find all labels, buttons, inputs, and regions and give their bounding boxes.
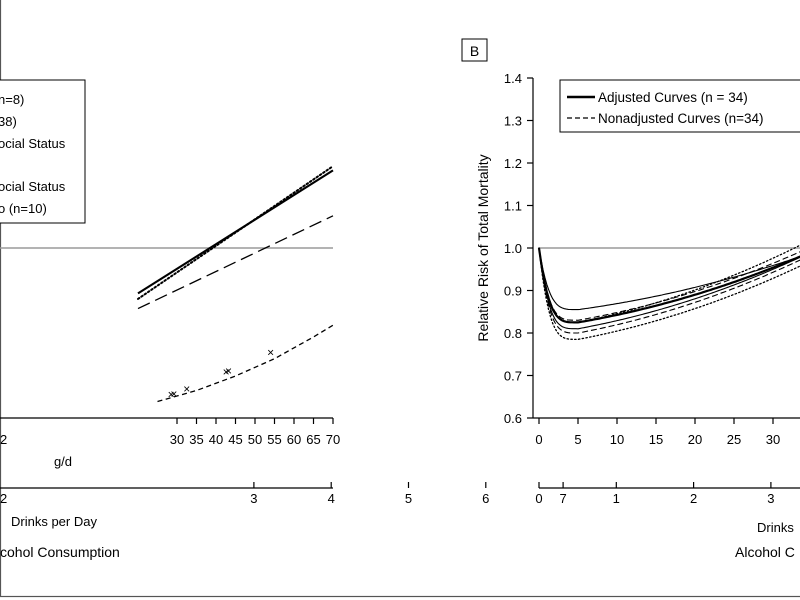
panel-a-legend-item-4: ocial Status bbox=[0, 179, 66, 194]
panel-b-label-box bbox=[461, 38, 488, 62]
panel-a-legend-item-5: o (n=10) bbox=[0, 201, 47, 216]
panel-a-partial-x-tick: 2 bbox=[0, 432, 7, 447]
panel-a-series-2-line bbox=[137, 165, 334, 300]
panel-b-curve-1 bbox=[538, 247, 800, 311]
panel-a-x-tick-label: 45 bbox=[228, 432, 242, 447]
panel-a-x-tick-label: 40 bbox=[209, 432, 223, 447]
panel-b-y-tick-label: 1.2 bbox=[504, 156, 522, 171]
panel-a-marker: × bbox=[170, 387, 177, 401]
panel-a-x-tick-label: 55 bbox=[267, 432, 281, 447]
panel-b-secondary-x-label: Drinks bbox=[757, 520, 794, 535]
panel-b-curve-7 bbox=[538, 247, 800, 341]
panel-a-series-3-line bbox=[137, 215, 334, 310]
panel-b-curve-5 bbox=[538, 247, 800, 334]
panel-b-y-tick-label: 0.8 bbox=[504, 326, 522, 341]
panel-a-series-4-line bbox=[157, 324, 334, 403]
panel-a-legend-box bbox=[0, 79, 86, 224]
panel-b-x-tick-label: 25 bbox=[727, 432, 741, 447]
panel-b-curve-2 bbox=[537, 247, 800, 324]
panel-a-x-tick-label: 50 bbox=[248, 432, 262, 447]
panel-a-secondary-partial-tick: 2 bbox=[0, 491, 7, 506]
panel-a-x-tick-label: 70 bbox=[326, 432, 340, 447]
panel-b-legend: Adjusted Curves (n = 34) Nonadjusted Cur… bbox=[559, 79, 800, 133]
panel-a-secondary-tick-label: 7 bbox=[559, 491, 566, 506]
panel-a-axis-title: cohol Consumption bbox=[0, 544, 120, 560]
panel-a-marker: × bbox=[183, 382, 190, 396]
panel-a-marker: × bbox=[225, 364, 232, 378]
panel-a-marker: × bbox=[267, 345, 274, 359]
panel-b-y-tick-label: 1.1 bbox=[504, 199, 522, 214]
panel-b-x-tick-label: 0 bbox=[535, 432, 542, 447]
panel-b-x-tick-label: 5 bbox=[574, 432, 581, 447]
panel-a-secondary-tick-label: 5 bbox=[405, 491, 412, 506]
panel-b-legend-item-2: Nonadjusted Curves (n=34) bbox=[598, 111, 763, 126]
panel-a-x-tick-label: 65 bbox=[306, 432, 320, 447]
panel-b-secondary-tick-label: 0 bbox=[535, 491, 542, 506]
panel-b-secondary-tick-label: 1 bbox=[613, 491, 620, 506]
panel-b-y-tick-label: 1.0 bbox=[504, 241, 522, 256]
panel-b-legend-item-1: Adjusted Curves (n = 34) bbox=[598, 90, 748, 105]
panel-a-secondary-tick-label: 6 bbox=[482, 491, 489, 506]
panel-b-secondary-tick-label: 2 bbox=[690, 491, 697, 506]
panel-b-x-tick-label: 20 bbox=[688, 432, 702, 447]
panel-a-marker: × bbox=[168, 388, 175, 402]
panel-b-label: B bbox=[470, 43, 479, 59]
panel-b-chart: B 0.60.70.80.91.01.11.21.31.4 0 5 10 15 20 25… bbox=[461, 38, 800, 560]
panel-b-x-tick-label: 15 bbox=[649, 432, 663, 447]
panel-b-y-tick-label: 1.3 bbox=[504, 114, 522, 129]
panel-b-y-tick-label: 0.6 bbox=[504, 411, 522, 426]
panel-a-marker: × bbox=[223, 365, 230, 379]
panel-b-curve-6 bbox=[538, 244, 800, 324]
panel-b-x-tick-label: 10 bbox=[610, 432, 624, 447]
panel-b-y-tick-label: 0.7 bbox=[504, 369, 522, 384]
panel-a-legend-item-1: n=8) bbox=[0, 92, 24, 107]
panel-b-curve-3 bbox=[538, 247, 800, 330]
panel-a-x-tick-label: 30 bbox=[170, 432, 184, 447]
panel-a-x-label: g/d bbox=[54, 454, 72, 469]
panel-a-x-tick-label: 60 bbox=[287, 432, 301, 447]
panel-a-secondary-tick-label: 4 bbox=[328, 491, 335, 506]
panel-b-axis-title: Alcohol C bbox=[735, 544, 795, 560]
panel-a-legend-item-3: ocial Status bbox=[0, 136, 66, 151]
panel-a-x-tick-label: 35 bbox=[189, 432, 203, 447]
panel-b-x-tick-label: 30 bbox=[766, 432, 780, 447]
panel-b-secondary-tick-label: 3 bbox=[767, 491, 774, 506]
panel-b-y-tick-label: 0.9 bbox=[504, 284, 522, 299]
panel-b-curve-4 bbox=[538, 247, 800, 321]
panel-b-y-tick-label: 1.4 bbox=[504, 71, 522, 86]
panel-a-secondary-x-label: Drinks per Day bbox=[11, 514, 97, 529]
panel-b-y-label: Relative Risk of Total Mortality bbox=[475, 154, 491, 341]
panel-a-legend-item-2: 38) bbox=[0, 114, 17, 129]
panel-a-secondary-tick-label: 3 bbox=[250, 491, 257, 506]
panel-a-legend: n=8) 38) ocial Status ocial Status o (n=… bbox=[0, 79, 86, 224]
panel-b-legend-box bbox=[559, 79, 800, 133]
